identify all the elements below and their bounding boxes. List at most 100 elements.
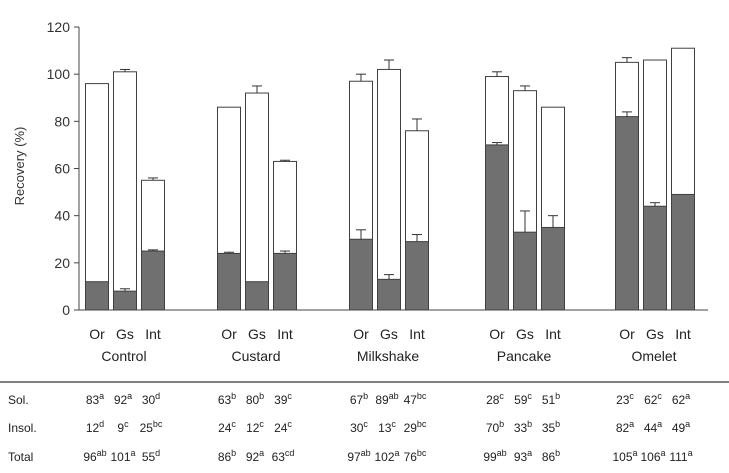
x-subcategory-label: Gs: [380, 326, 398, 342]
bar-insoluble: [513, 231, 537, 311]
table-cell: 49a: [672, 419, 690, 435]
bar-insoluble: [405, 241, 429, 311]
x-subcategory-label: Int: [409, 326, 425, 342]
x-subcategory-label: Int: [145, 326, 161, 342]
table-cell: 89ab: [375, 391, 398, 407]
table-cell: 12d: [86, 419, 104, 435]
table-cell: 44a: [644, 419, 662, 435]
x-subcategory-label: Or: [619, 326, 635, 342]
y-tick-label: 40: [54, 208, 70, 224]
x-subcategory-label: Gs: [646, 326, 664, 342]
table-cell: 63cd: [272, 448, 295, 464]
x-subcategory-label: Or: [353, 326, 369, 342]
bar-insoluble: [217, 252, 241, 311]
table-cell: 102a: [374, 448, 399, 464]
table-cell: 86b: [542, 448, 560, 464]
table-cell: 96ab: [83, 448, 106, 464]
bar-total: [85, 83, 109, 311]
table-cell: 101a: [110, 448, 135, 464]
table-cell: 9c: [117, 419, 129, 435]
table-cell: 25bc: [140, 419, 163, 435]
table-cell: 28c: [486, 391, 504, 407]
x-subcategory-label: Int: [545, 326, 561, 342]
table-cell: 13c: [378, 419, 396, 435]
table-row-label: Sol.: [8, 393, 29, 407]
table-cell: 76bc: [404, 448, 427, 464]
table-cell: 106a: [640, 448, 665, 464]
bar-total: [113, 71, 137, 311]
table-cell: 24c: [274, 419, 292, 435]
table-row-label: Insol.: [8, 421, 37, 435]
bar-insoluble: [349, 238, 373, 311]
table-cell: 39c: [274, 391, 292, 407]
table-cell: 82a: [616, 419, 634, 435]
y-axis-label: Recovery (%): [12, 127, 27, 206]
table-cell: 24c: [218, 419, 236, 435]
table-cell: 86b: [218, 448, 236, 464]
x-subcategory-label: Gs: [516, 326, 534, 342]
x-subcategory-label: Int: [675, 326, 691, 342]
table-cell: 12c: [246, 419, 264, 435]
values-table: Sol. 83a 92a 30d 63b 80b 39c 67b 89ab 47bc 28c 59c 5…: [8, 391, 693, 464]
table-row-label: Total: [8, 450, 33, 464]
x-group-label: Custard: [231, 348, 280, 364]
x-group-label: Omelet: [631, 348, 676, 364]
y-tick-label: 120: [47, 19, 71, 35]
table-cell: 92a: [114, 391, 132, 407]
table-cell: 63b: [218, 391, 236, 407]
table-cell: 62c: [644, 391, 662, 407]
bar-insoluble: [141, 250, 165, 311]
bar-insoluble: [85, 281, 109, 311]
table-cell: 29bc: [404, 419, 427, 435]
bar-total: [377, 68, 401, 311]
table-cell: 111a: [669, 448, 692, 464]
bar-insoluble: [273, 252, 297, 311]
table-cell: 70b: [486, 419, 504, 435]
x-group-label: Control: [101, 348, 146, 364]
table-cell: 55d: [142, 448, 160, 464]
x-subcategory-label: Gs: [116, 326, 134, 342]
x-subcategory-label: Int: [277, 326, 293, 342]
y-tick-label: 20: [54, 255, 70, 271]
bar-insoluble: [671, 193, 695, 311]
bar-insoluble: [615, 116, 639, 311]
table-cell: 51b: [542, 391, 560, 407]
table-cell: 99ab: [483, 448, 506, 464]
table-cell: 23c: [616, 391, 634, 407]
x-subcategory-label: Or: [489, 326, 505, 342]
table-cell: 30d: [142, 391, 160, 407]
bar-total: [245, 92, 269, 311]
table-cell: 93a: [514, 448, 532, 464]
y-tick-label: 60: [54, 161, 70, 177]
x-subcategory-label: Gs: [248, 326, 266, 342]
table-cell: 83a: [86, 391, 104, 407]
x-group-label: Milkshake: [357, 348, 419, 364]
table-cell: 92a: [246, 448, 264, 464]
bar-series: [85, 47, 695, 311]
table-cell: 59c: [514, 391, 532, 407]
x-axis-labels: Or Gs Int Control Or Gs Int Custard Or Gs Int Milks…: [89, 326, 691, 364]
table-cell: 67b: [350, 391, 368, 407]
y-tick-label: 0: [62, 302, 70, 318]
bar-insoluble: [113, 290, 137, 311]
table-cell: 35b: [542, 419, 560, 435]
x-subcategory-label: Or: [221, 326, 237, 342]
bar-insoluble: [245, 281, 269, 311]
table-cell: 80b: [246, 391, 264, 407]
x-subcategory-label: Or: [89, 326, 105, 342]
y-tick-label: 100: [47, 66, 71, 82]
table-cell: 33b: [514, 419, 532, 435]
bar-insoluble: [541, 226, 565, 311]
x-group-label: Pancake: [497, 348, 552, 364]
bar-insoluble: [643, 205, 667, 311]
bar-insoluble: [377, 278, 401, 311]
y-axis: 0 20 40 60 80 100 120: [47, 19, 708, 318]
table-cell: 47bc: [404, 391, 427, 407]
table-cell: 30c: [350, 419, 368, 435]
table-cell: 97ab: [347, 448, 370, 464]
table-cell: 62a: [672, 391, 690, 407]
bar-insoluble: [485, 144, 509, 311]
table-cell: 105a: [612, 448, 637, 464]
y-tick-label: 80: [54, 113, 70, 129]
